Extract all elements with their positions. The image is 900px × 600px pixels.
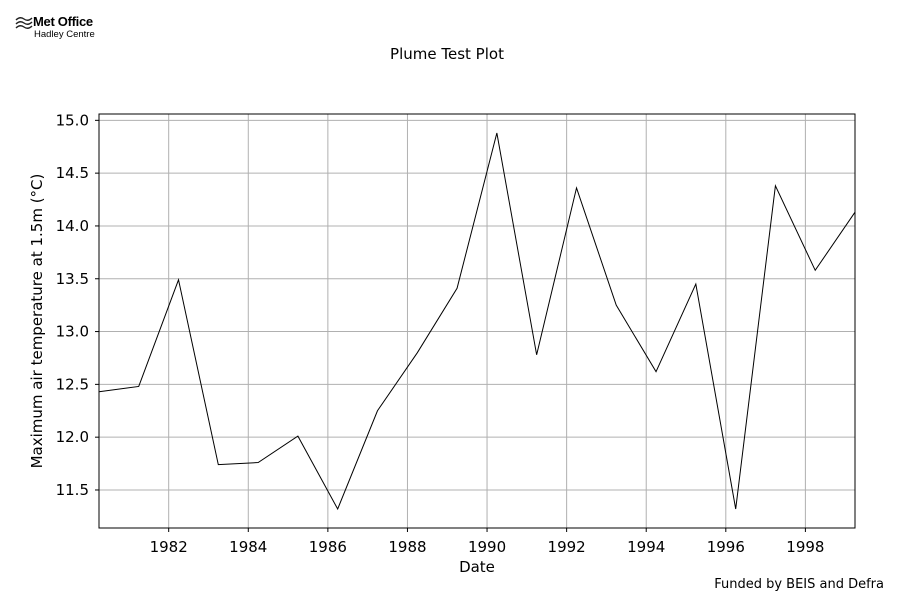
- grid: [99, 114, 855, 528]
- logo-name: Met Office: [33, 14, 93, 29]
- chart-title: Plume Test Plot: [390, 45, 504, 63]
- plot-area: [98, 132, 856, 511]
- y-axis-label: Maximum air temperature at 1.5m (°C): [28, 174, 46, 469]
- x-axis-label: Date: [459, 558, 495, 576]
- y-tick-label: 12.5: [56, 375, 89, 393]
- logo-subtitle: Hadley Centre: [34, 29, 95, 40]
- x-tick-label: 1986: [309, 538, 347, 556]
- x-tick-label: 1982: [150, 538, 188, 556]
- x-tick-label: 1996: [707, 538, 745, 556]
- y-tick-label: 14.0: [56, 217, 89, 235]
- funding-note: Funded by BEIS and Defra: [714, 577, 884, 592]
- y-tick-label: 13.0: [56, 323, 89, 341]
- ticks: 1982 1984 1986 1988 1990 1992 1994 1996 1998 11.5…: [56, 111, 825, 556]
- met-office-logo: Met Office Hadley Centre: [14, 12, 104, 46]
- logo-mark-icon: [15, 17, 33, 29]
- x-tick-label: 1992: [548, 538, 586, 556]
- x-tick-label: 1984: [229, 538, 267, 556]
- x-tick-label: 1998: [786, 538, 824, 556]
- x-tick-label: 1990: [468, 538, 506, 556]
- x-tick-label: 1988: [388, 538, 426, 556]
- y-tick-label: 13.5: [56, 270, 89, 288]
- y-tick-label: 14.5: [56, 164, 89, 182]
- y-tick-label: 15.0: [56, 111, 89, 129]
- plot-frame: [98, 113, 856, 529]
- y-tick-label: 11.5: [56, 481, 89, 499]
- series-line: [98, 132, 856, 511]
- x-tick-label: 1994: [627, 538, 665, 556]
- y-tick-label: 12.0: [56, 428, 89, 446]
